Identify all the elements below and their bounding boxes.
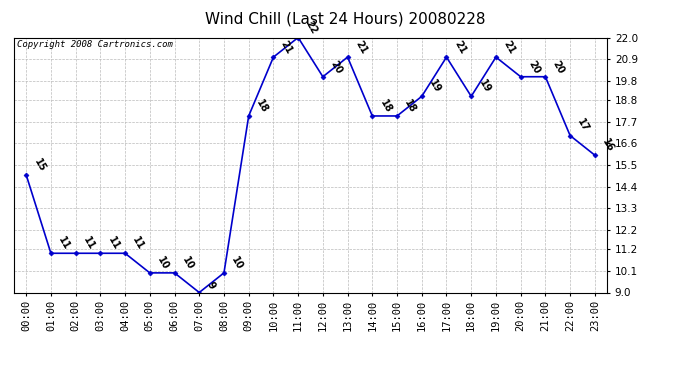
Text: 18: 18: [254, 98, 270, 115]
Text: Copyright 2008 Cartronics.com: Copyright 2008 Cartronics.com: [17, 40, 172, 49]
Text: 21: 21: [502, 39, 517, 56]
Text: 21: 21: [452, 39, 467, 56]
Text: 20: 20: [526, 58, 542, 75]
Text: 11: 11: [106, 235, 121, 252]
Text: 19: 19: [427, 78, 443, 95]
Text: 9: 9: [205, 280, 217, 291]
Text: 10: 10: [180, 255, 195, 272]
Text: 11: 11: [57, 235, 72, 252]
Text: 21: 21: [279, 39, 295, 56]
Text: 20: 20: [328, 58, 344, 75]
Text: 20: 20: [551, 58, 566, 75]
Text: 15: 15: [32, 157, 47, 173]
Text: 10: 10: [230, 255, 245, 272]
Text: 10: 10: [155, 255, 170, 272]
Text: 18: 18: [402, 98, 418, 115]
Text: 21: 21: [353, 39, 368, 56]
Text: Wind Chill (Last 24 Hours) 20080228: Wind Chill (Last 24 Hours) 20080228: [205, 11, 485, 26]
Text: 16: 16: [600, 137, 615, 154]
Text: 22: 22: [304, 20, 319, 36]
Text: 11: 11: [130, 235, 146, 252]
Text: 17: 17: [575, 117, 591, 134]
Text: 11: 11: [81, 235, 97, 252]
Text: 19: 19: [477, 78, 492, 95]
Text: 18: 18: [378, 98, 393, 115]
